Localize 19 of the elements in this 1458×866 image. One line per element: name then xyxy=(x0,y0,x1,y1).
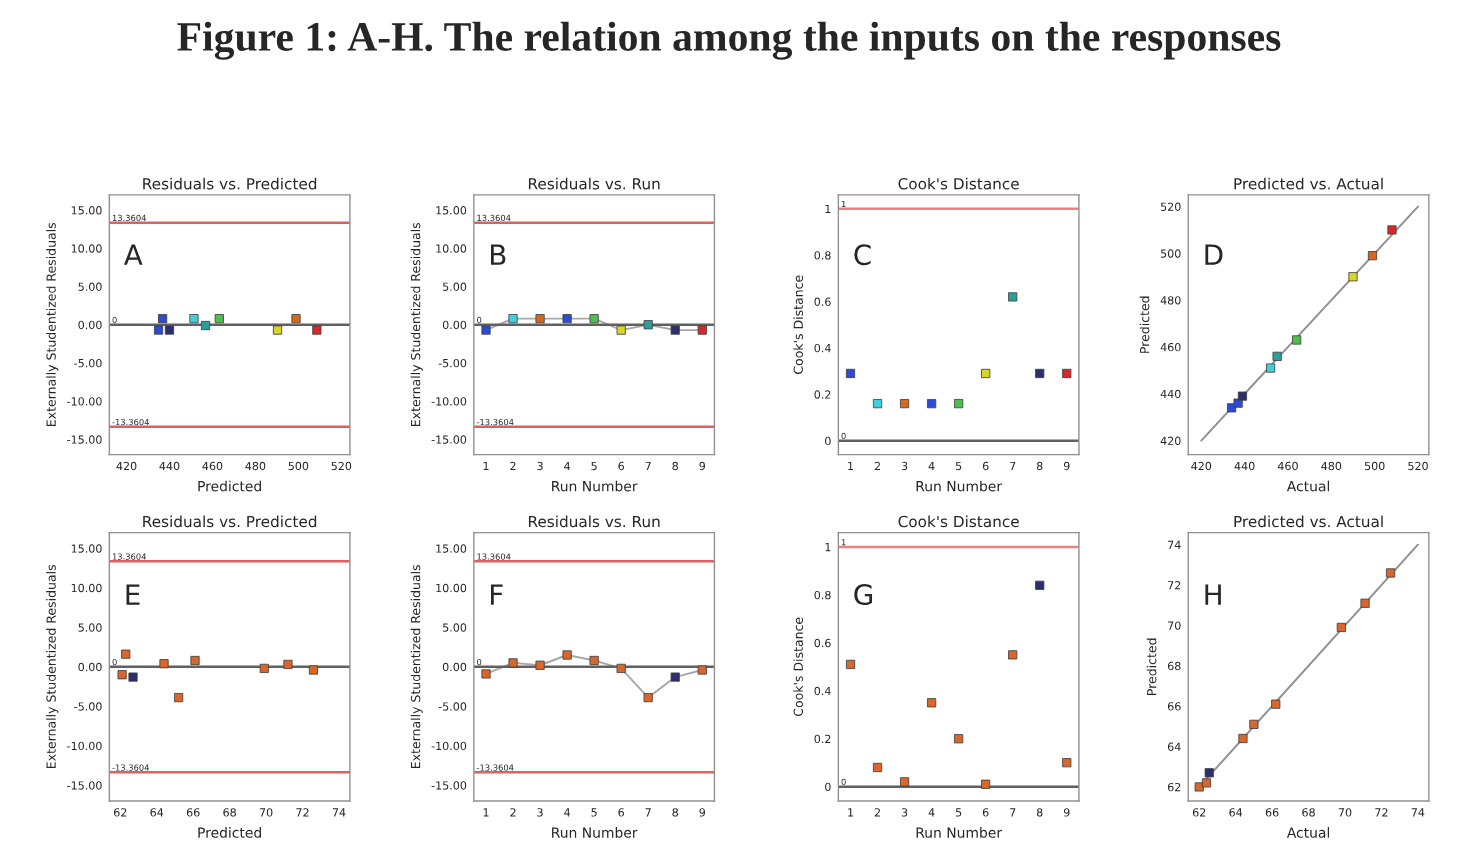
point xyxy=(845,368,856,379)
annotation: F xyxy=(491,584,503,605)
point xyxy=(981,368,991,379)
point xyxy=(1336,622,1346,633)
point xyxy=(899,399,910,409)
annotation: H xyxy=(1205,584,1221,605)
point xyxy=(174,693,184,703)
annotation: C xyxy=(854,244,871,266)
annotation: D xyxy=(1205,244,1223,265)
caption: Figure 1: A-H. The relation among the inputs on the responses xyxy=(177,21,1281,60)
point xyxy=(845,659,856,670)
annotation: E xyxy=(126,584,140,605)
annotation: A xyxy=(124,244,143,265)
point xyxy=(872,399,883,409)
point xyxy=(954,399,964,409)
annotation: B xyxy=(491,244,506,265)
point xyxy=(927,399,937,409)
point xyxy=(872,762,883,773)
annotation: G xyxy=(854,584,873,606)
